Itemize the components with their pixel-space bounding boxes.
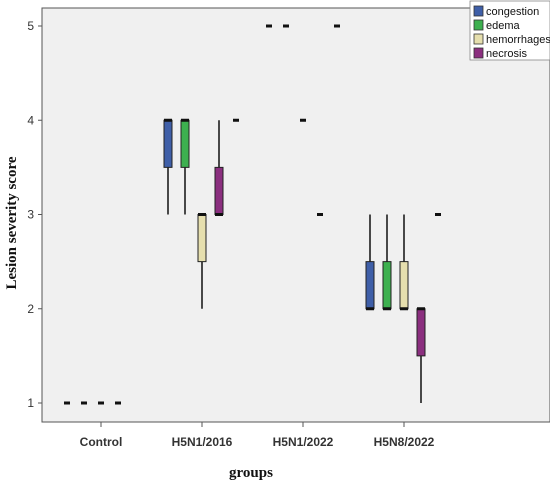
box-necrosis — [416, 213, 441, 403]
x-axis: Control H5N1/2016 H5N1/2022 H5N8/2022 — [80, 422, 435, 449]
x-tick-label: H5N8/2022 — [374, 435, 435, 449]
legend-label: hemorrhages — [486, 34, 550, 46]
legend-swatch — [473, 5, 484, 17]
box-necrosis — [214, 118, 239, 216]
median-line — [300, 118, 306, 122]
y-tick-label: 4 — [27, 113, 34, 127]
legend-swatch — [473, 19, 484, 31]
box-rect — [416, 308, 426, 357]
median-line — [266, 24, 272, 28]
x-tick-label: H5N1/2016 — [172, 435, 233, 449]
median-line — [417, 307, 425, 311]
box-edema — [180, 118, 190, 215]
legend-label: necrosis — [486, 48, 527, 60]
box-congestion — [64, 401, 70, 405]
box-edema — [382, 214, 392, 311]
box-congestion — [365, 214, 375, 311]
y-tick-label: 2 — [27, 302, 34, 316]
box-congestion — [163, 118, 173, 215]
outlier-mark — [233, 118, 239, 122]
median-line — [317, 213, 323, 216]
box-necrosis — [317, 24, 340, 216]
x-axis-title: groups — [229, 465, 273, 481]
box-edema — [283, 24, 289, 28]
box-congestion — [266, 24, 272, 28]
outlier-mark — [334, 24, 340, 28]
plot-background — [41, 7, 550, 423]
median-line — [98, 401, 104, 405]
median-line — [400, 307, 408, 311]
legend: congestion edema hemorrhages necrosis — [469, 0, 550, 61]
median-line — [283, 24, 289, 28]
median-line — [366, 307, 374, 311]
median-line — [115, 401, 121, 405]
x-tick-label: Control — [80, 435, 123, 449]
box-rect — [365, 261, 375, 310]
y-tick-label: 5 — [27, 19, 34, 33]
y-axis-title: Lesion severity score — [4, 156, 20, 289]
y-axis: 1 2 3 4 5 — [27, 19, 42, 410]
y-tick-label: 1 — [27, 396, 34, 410]
median-line — [383, 307, 391, 311]
box-rect — [180, 119, 190, 168]
median-line — [164, 118, 172, 122]
box-hemorrhages — [399, 214, 409, 311]
legend-swatch — [473, 47, 484, 59]
box-rect — [399, 261, 409, 310]
median-line — [64, 401, 70, 405]
median-line — [181, 118, 189, 122]
median-line — [215, 213, 223, 216]
median-line — [198, 213, 206, 216]
box-necrosis — [115, 401, 121, 405]
median-line — [81, 401, 87, 405]
y-tick-label: 3 — [27, 208, 34, 222]
x-tick-label: H5N1/2022 — [273, 435, 334, 449]
outlier-mark — [435, 213, 441, 216]
box-hemorrhages — [98, 401, 104, 405]
box-rect — [382, 261, 392, 310]
box-hemorrhages — [197, 213, 207, 309]
box-rect — [197, 214, 207, 263]
legend-label: congestion — [486, 6, 539, 18]
box-rect — [214, 166, 224, 215]
legend-swatch — [473, 33, 484, 45]
box-rect — [163, 119, 173, 168]
box-hemorrhages — [300, 118, 306, 122]
box-series-group — [64, 24, 441, 405]
legend-label: edema — [486, 20, 521, 32]
box-edema — [81, 401, 87, 405]
